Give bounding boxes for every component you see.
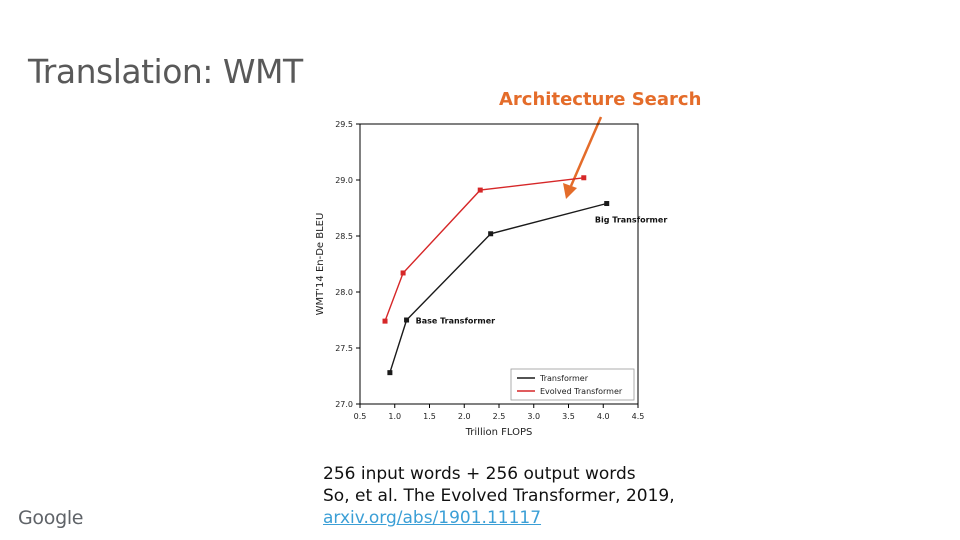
transformer-point: [404, 317, 410, 323]
evolved-transformer-point: [400, 270, 406, 276]
y-axis-label: WMT'14 En-De BLEU: [315, 213, 326, 316]
y-tick-label: 27.5: [335, 344, 353, 353]
x-tick-label: 1.5: [423, 412, 436, 421]
y-tick-label: 28.0: [335, 288, 353, 297]
transformer-point: [604, 201, 610, 207]
google-logo: Google: [18, 507, 84, 529]
x-tick-group: 0.5 1.0 1.5 2.0 2.5 3.0 3.5 4.0 4.5: [354, 404, 645, 421]
footnote-sequence-length: 256 input words + 256 output words: [323, 464, 636, 484]
legend: Transformer Evolved Transformer: [510, 368, 635, 401]
footnote-citation: So, et al. The Evolved Transformer, 2019…: [323, 486, 675, 506]
evolved-transformer-point: [382, 318, 388, 324]
callout-arrow-head: [563, 183, 577, 199]
x-tick-label: 4.0: [597, 412, 610, 421]
x-tick-label: 4.5: [632, 412, 645, 421]
x-tick-label: 2.0: [458, 412, 471, 421]
arxiv-link[interactable]: arxiv.org/abs/1901.11117: [323, 508, 542, 528]
x-tick-label: 3.5: [562, 412, 575, 421]
y-tick-group: 27.0 27.5 28.0 28.5 29.0 29.5: [335, 120, 360, 409]
x-tick-label: 3.0: [527, 412, 540, 421]
y-tick-label: 28.5: [335, 232, 353, 241]
x-tick-label: 2.5: [493, 412, 506, 421]
evolved-transformer-point: [581, 175, 587, 181]
y-tick-label: 27.0: [335, 400, 353, 409]
callout-arrow-group: [563, 116, 603, 199]
evolved-transformer-line: [384, 177, 584, 322]
evolved-transformer-point: [477, 187, 483, 193]
annotation-label: Big Transformer: [595, 216, 667, 225]
legend-box: [510, 368, 635, 401]
callout-arrow-shaft: [569, 116, 603, 187]
annotation-label: Base Transformer: [416, 316, 496, 325]
annotation-group: Base Transformer Big Transformer: [416, 216, 668, 326]
legend-label: Evolved Transformer: [540, 387, 623, 396]
transformer-point: [488, 231, 494, 237]
plot-frame: [359, 123, 639, 405]
series-group: [382, 175, 610, 376]
legend-label: Transformer: [539, 374, 589, 383]
x-axis-label: Trillion FLOPS: [465, 427, 533, 438]
footnote: 256 input words + 256 output words So, e…: [323, 463, 675, 529]
slide-title: Translation: WMT: [28, 52, 303, 91]
x-tick-label: 1.0: [388, 412, 401, 421]
x-tick-label: 0.5: [354, 412, 367, 421]
y-tick-label: 29.5: [335, 120, 353, 129]
y-tick-label: 29.0: [335, 176, 353, 185]
architecture-search-callout: Architecture Search: [499, 89, 702, 110]
transformer-line: [389, 202, 607, 373]
transformer-point: [387, 370, 393, 376]
